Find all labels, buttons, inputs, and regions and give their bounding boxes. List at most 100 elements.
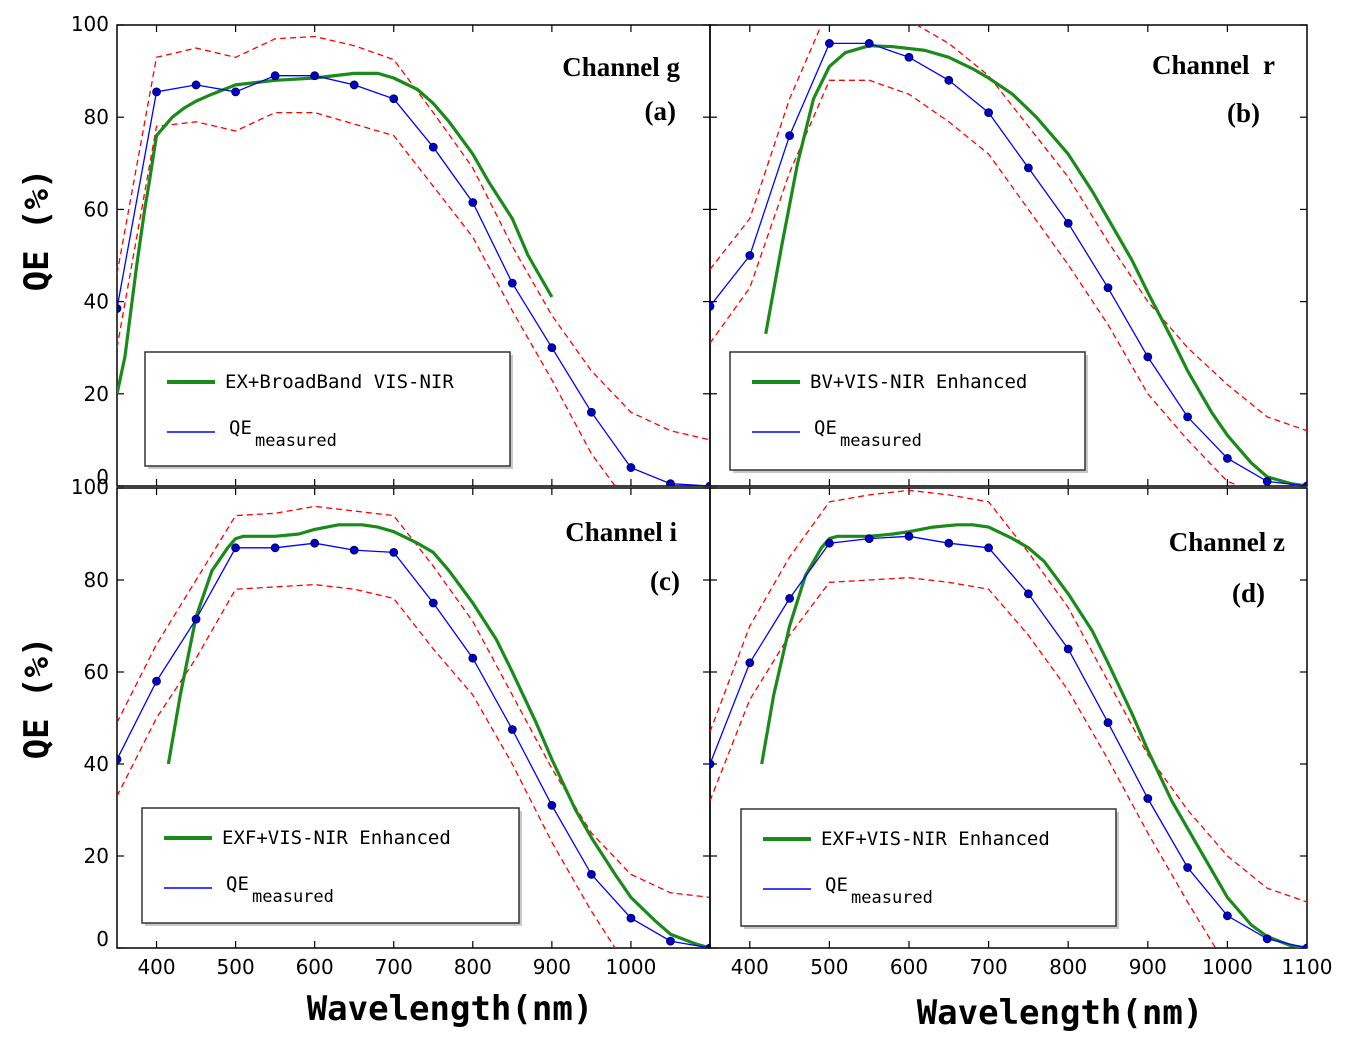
x-tick-label: 900 xyxy=(1129,955,1167,979)
x-tick-label: 1000 xyxy=(605,955,656,979)
model-qe-line xyxy=(166,523,710,948)
legend-model-label: EXF+VIS-NIR Enhanced xyxy=(821,828,1050,850)
measured-point xyxy=(310,538,320,548)
model-qe-line xyxy=(760,523,1307,948)
measured-qe-line xyxy=(710,535,1307,948)
measured-point xyxy=(587,870,596,879)
measured-point xyxy=(389,548,399,557)
measured-point xyxy=(587,407,596,417)
x-tick-label: 400 xyxy=(137,955,175,979)
measured-point xyxy=(1024,163,1033,173)
panel-label-g: (a) xyxy=(645,96,676,126)
measured-point xyxy=(1183,863,1192,872)
x-tick-label: 900 xyxy=(533,955,571,979)
measured-point xyxy=(904,531,914,541)
measured-point xyxy=(864,534,874,543)
measured-qe-line xyxy=(710,42,1307,486)
x-tick-label: 500 xyxy=(217,955,255,979)
measured-point xyxy=(1063,218,1073,228)
measured-point xyxy=(349,80,359,90)
measured-point xyxy=(389,94,399,104)
lower-bound-line xyxy=(117,583,616,948)
y-tick-label: 100 xyxy=(71,475,109,499)
measured-point xyxy=(984,108,993,117)
x-tick-label: 800 xyxy=(1049,955,1087,979)
measured-point xyxy=(468,198,478,207)
measured-point xyxy=(152,87,161,97)
measured-point xyxy=(710,759,715,769)
channel-title-r: Channel r xyxy=(1152,50,1275,80)
plot-area-g xyxy=(117,35,710,486)
measured-point xyxy=(626,913,636,923)
panel-i: 0 20 40 60 80 100 400 500 600 700 800 900 1000 Channe… xyxy=(71,475,711,979)
y-tick-label: 0 xyxy=(96,927,109,951)
legend-box xyxy=(740,808,1117,927)
measured-point xyxy=(1103,718,1113,727)
measured-point xyxy=(1223,911,1232,921)
measured-point xyxy=(547,801,557,810)
panel-label-z: (d) xyxy=(1232,578,1265,608)
legend-measured-subscript: measured xyxy=(255,431,337,451)
measured-point xyxy=(191,80,201,90)
plot-area-i xyxy=(117,505,710,948)
panel-g: 0 20 40 60 80 100 Channel g (a) EX+BroadBand VIS… xyxy=(71,12,711,489)
panel-r: Channel r (b) BV+VIS-NIR Enhanced QEmeasure… xyxy=(709,24,1308,487)
measured-point xyxy=(710,301,715,311)
model-qe-line xyxy=(117,71,554,395)
legend-measured-subscript: measured xyxy=(851,888,933,908)
y-axis-label-bottom: QE (%) xyxy=(17,637,57,760)
legend-box xyxy=(144,351,511,467)
measured-point xyxy=(152,676,161,686)
measured-point xyxy=(468,653,478,663)
measured-point xyxy=(944,75,954,85)
legend-model-label: BV+VIS-NIR Enhanced xyxy=(810,371,1027,393)
y-tick-label: 60 xyxy=(84,197,109,221)
measured-point xyxy=(666,479,675,486)
x-tick-label: 400 xyxy=(731,955,769,979)
legend-model-label: EX+BroadBand VIS-NIR xyxy=(225,371,454,393)
x-axis-label-right: Wavelength(nm) xyxy=(917,993,1204,1033)
legend-measured-label: QE xyxy=(825,874,848,896)
measured-point xyxy=(1302,481,1307,486)
panels: 0 20 40 60 80 100 Channel g (a) EX+BroadBand VIS… xyxy=(71,12,1333,979)
measured-point xyxy=(705,481,710,486)
measured-point xyxy=(785,131,794,141)
legend-box xyxy=(141,807,520,924)
x-tick-label: 1000 xyxy=(1202,955,1253,979)
measured-point xyxy=(507,725,517,734)
plot-area-z xyxy=(710,489,1307,948)
measured-point xyxy=(1063,644,1073,654)
measured-point xyxy=(1143,352,1153,362)
measured-point xyxy=(745,251,755,260)
x-tick-label: 800 xyxy=(454,955,492,979)
measured-point xyxy=(231,87,241,97)
y-tick-label: 20 xyxy=(84,382,109,406)
legend-measured-label: QE xyxy=(229,417,252,439)
measured-point xyxy=(1143,794,1153,803)
measured-point xyxy=(1183,412,1192,422)
measured-point xyxy=(1302,943,1307,948)
measured-point xyxy=(270,543,280,553)
lower-bound-line xyxy=(710,577,1217,948)
measured-point xyxy=(785,594,794,603)
measured-point xyxy=(626,463,636,472)
y-axis-label-top: QE (%) xyxy=(17,169,57,292)
channel-title-i: Channel i xyxy=(565,517,677,547)
y-tick-label: 80 xyxy=(84,568,109,592)
measured-point xyxy=(825,39,834,48)
y-tick-label: 40 xyxy=(84,752,109,776)
measured-point xyxy=(904,52,914,62)
channel-title-g: Channel g xyxy=(562,52,680,82)
x-tick-label: 600 xyxy=(890,955,928,979)
y-tick-label: 100 xyxy=(71,12,109,36)
panel-label-i: (c) xyxy=(650,566,680,596)
channel-title-z: Channel z xyxy=(1169,527,1285,557)
y-tick-label: 20 xyxy=(84,844,109,868)
y-tick-label: 0 xyxy=(96,465,109,489)
legend-measured-label: QE xyxy=(226,873,249,895)
measured-point xyxy=(428,598,438,608)
